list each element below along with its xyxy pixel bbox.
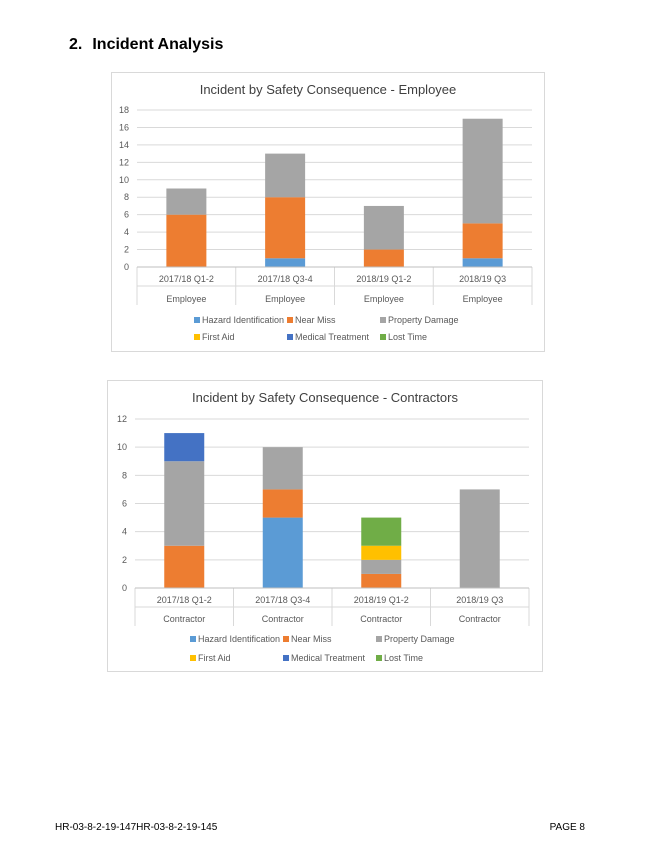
contractor-y-tick-label: 6 <box>122 499 127 509</box>
employee-y-tick-label: 14 <box>119 140 129 150</box>
employee-y-tick-label: 4 <box>124 227 129 237</box>
contractor-group-label: Contractor <box>459 614 501 624</box>
page-number: PAGE 8 <box>549 822 585 833</box>
employee-legend-label: Lost Time <box>388 332 427 342</box>
contractor-bar-segment <box>361 573 402 588</box>
employee-x-tick-label: 2017/18 Q3-4 <box>258 274 313 284</box>
employee-legend-label: Hazard Identification <box>202 315 284 325</box>
contractor-y-tick-label: 4 <box>122 527 127 537</box>
contractor-y-tick-label: 0 <box>122 583 127 593</box>
employee-group-label: Employee <box>364 294 404 304</box>
contractor-bar-segment <box>164 461 205 546</box>
employee-legend-swatch <box>287 334 293 340</box>
contractor-y-tick-label: 12 <box>117 414 127 424</box>
contractor-bar-segment <box>262 517 303 588</box>
contractor-group-label: Contractor <box>163 614 205 624</box>
contractor-x-tick-label: 2018/19 Q1-2 <box>354 595 409 605</box>
employee-chart-svg: Incident by Safety Consequence - Employe… <box>119 82 533 342</box>
employee-y-tick-label: 18 <box>119 105 129 115</box>
contractor-legend-label: First Aid <box>198 653 231 663</box>
employee-bar-segment <box>462 223 503 259</box>
contractor-legend-swatch <box>283 655 289 661</box>
employee-bar-segment <box>363 249 404 267</box>
employee-y-tick-label: 8 <box>124 192 129 202</box>
contractor-legend-swatch <box>376 636 382 642</box>
contractor-group-label: Contractor <box>262 614 304 624</box>
employee-bar-segment <box>166 214 207 267</box>
employee-bar-segment <box>265 153 306 198</box>
employee-y-tick-label: 0 <box>124 262 129 272</box>
employee-bar-segment <box>462 258 503 267</box>
employee-y-tick-label: 6 <box>124 210 129 220</box>
contractor-x-tick-label: 2017/18 Q3-4 <box>255 595 310 605</box>
contractor-bar-segment <box>262 447 303 490</box>
contractor-legend-swatch <box>190 636 196 642</box>
employee-x-tick-label: 2017/18 Q1-2 <box>159 274 214 284</box>
employee-x-tick-label: 2018/19 Q3 <box>459 274 506 284</box>
employee-y-tick-label: 10 <box>119 175 129 185</box>
employee-legend-label: Near Miss <box>295 315 336 325</box>
employee-group-label: Employee <box>463 294 503 304</box>
contractor-bar-segment <box>262 489 303 518</box>
employee-y-tick-label: 16 <box>119 122 129 132</box>
employee-bar-segment <box>166 188 207 215</box>
contractor-chart-title: Incident by Safety Consequence - Contrac… <box>192 390 458 405</box>
employee-y-tick-label: 2 <box>124 245 129 255</box>
contractor-legend-swatch <box>376 655 382 661</box>
employee-legend-swatch <box>287 317 293 323</box>
employee-legend-swatch <box>380 334 386 340</box>
employee-group-label: Employee <box>265 294 305 304</box>
contractor-bar-segment <box>361 517 402 546</box>
section-number: 2. <box>69 36 83 53</box>
contractor-bar-segment <box>164 545 205 588</box>
contractor-chart-svg: Incident by Safety Consequence - Contrac… <box>117 390 530 663</box>
employee-legend-label: Medical Treatment <box>295 332 370 342</box>
contractor-y-tick-label: 8 <box>122 470 127 480</box>
employee-x-tick-label: 2018/19 Q1-2 <box>356 274 411 284</box>
contractor-x-tick-label: 2018/19 Q3 <box>456 595 503 605</box>
contractor-legend-swatch <box>283 636 289 642</box>
employee-bar-segment <box>265 197 306 259</box>
contractor-bar-segment <box>164 433 205 462</box>
contractor-legend-label: Property Damage <box>384 634 455 644</box>
employee-chart-title: Incident by Safety Consequence - Employe… <box>200 82 457 97</box>
employee-legend-label: First Aid <box>202 332 235 342</box>
contractor-bar-segment <box>459 489 500 588</box>
contractor-bar-segment <box>361 559 402 574</box>
section-title: Incident Analysis <box>92 36 224 53</box>
contractor-legend-label: Lost Time <box>384 653 423 663</box>
contractor-legend-label: Medical Treatment <box>291 653 366 663</box>
employee-bar-segment <box>363 205 404 250</box>
contractor-legend-label: Hazard Identification <box>198 634 280 644</box>
contractor-x-tick-label: 2017/18 Q1-2 <box>157 595 212 605</box>
section-heading: 2. Incident Analysis <box>69 36 223 54</box>
employee-bar-segment <box>462 118 503 224</box>
employee-legend-label: Property Damage <box>388 315 459 325</box>
employee-group-label: Employee <box>166 294 206 304</box>
contractor-legend-swatch <box>190 655 196 661</box>
contractor-group-label: Contractor <box>360 614 402 624</box>
employee-legend-swatch <box>194 334 200 340</box>
employee-chart: Incident by Safety Consequence - Employe… <box>111 72 545 352</box>
contractor-y-tick-label: 10 <box>117 442 127 452</box>
employee-bar-segment <box>265 258 306 267</box>
contractor-bar-segment <box>361 545 402 560</box>
employee-legend-swatch <box>194 317 200 323</box>
employee-y-tick-label: 12 <box>119 157 129 167</box>
contractor-y-tick-label: 2 <box>122 555 127 565</box>
document-reference: HR-03-8-2-19-147HR-03-8-2-19-145 <box>55 822 218 833</box>
employee-legend-swatch <box>380 317 386 323</box>
contractor-legend-label: Near Miss <box>291 634 332 644</box>
contractor-chart: Incident by Safety Consequence - Contrac… <box>107 380 543 672</box>
